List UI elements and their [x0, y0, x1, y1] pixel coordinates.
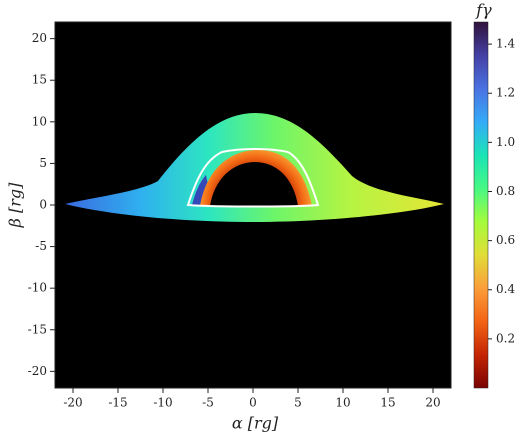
x-tick-label: 5: [294, 396, 302, 410]
colorbar-tick-label: 0.2: [496, 331, 515, 345]
colorbar: [473, 21, 489, 389]
x-tick-label: -5: [202, 396, 214, 410]
colorbar-tick-label: 1.4: [496, 37, 515, 51]
x-tick-label: 20: [425, 396, 440, 410]
y-tick-label: -15: [28, 322, 47, 336]
y-axis-label: β [rg]: [6, 182, 25, 228]
colorbar-tick-label: 0.4: [496, 282, 515, 296]
colorbar-tick-label: 1.0: [496, 135, 515, 149]
black-hole-image: [65, 113, 444, 222]
colorbar-tick-label: 0.6: [496, 233, 515, 247]
colorbar-tick-label: 1.2: [496, 86, 515, 100]
colorbar-label: fγ: [475, 1, 492, 20]
x-tick-label: 15: [380, 396, 395, 410]
shadow: [210, 162, 298, 206]
x-tick-label: 10: [335, 396, 350, 410]
colorbar-tick-label: 0.8: [496, 184, 515, 198]
y-tick-label: 15: [32, 73, 47, 87]
contour: [186, 148, 320, 208]
y-tick-label: 10: [32, 114, 47, 128]
x-tick-label: 0: [249, 396, 257, 410]
x-tick-label: -15: [108, 396, 127, 410]
y-tick-label: 20: [32, 31, 47, 45]
x-axis-label: α [rg]: [232, 414, 279, 433]
y-tick-label: -20: [28, 364, 47, 378]
x-tick-label: -20: [63, 396, 82, 410]
y-tick-label: 0: [39, 198, 47, 212]
y-tick-label: -5: [35, 239, 47, 253]
y-tick-label: -10: [28, 281, 47, 295]
y-tick-label: 5: [39, 156, 47, 170]
x-tick-label: -10: [153, 396, 172, 410]
